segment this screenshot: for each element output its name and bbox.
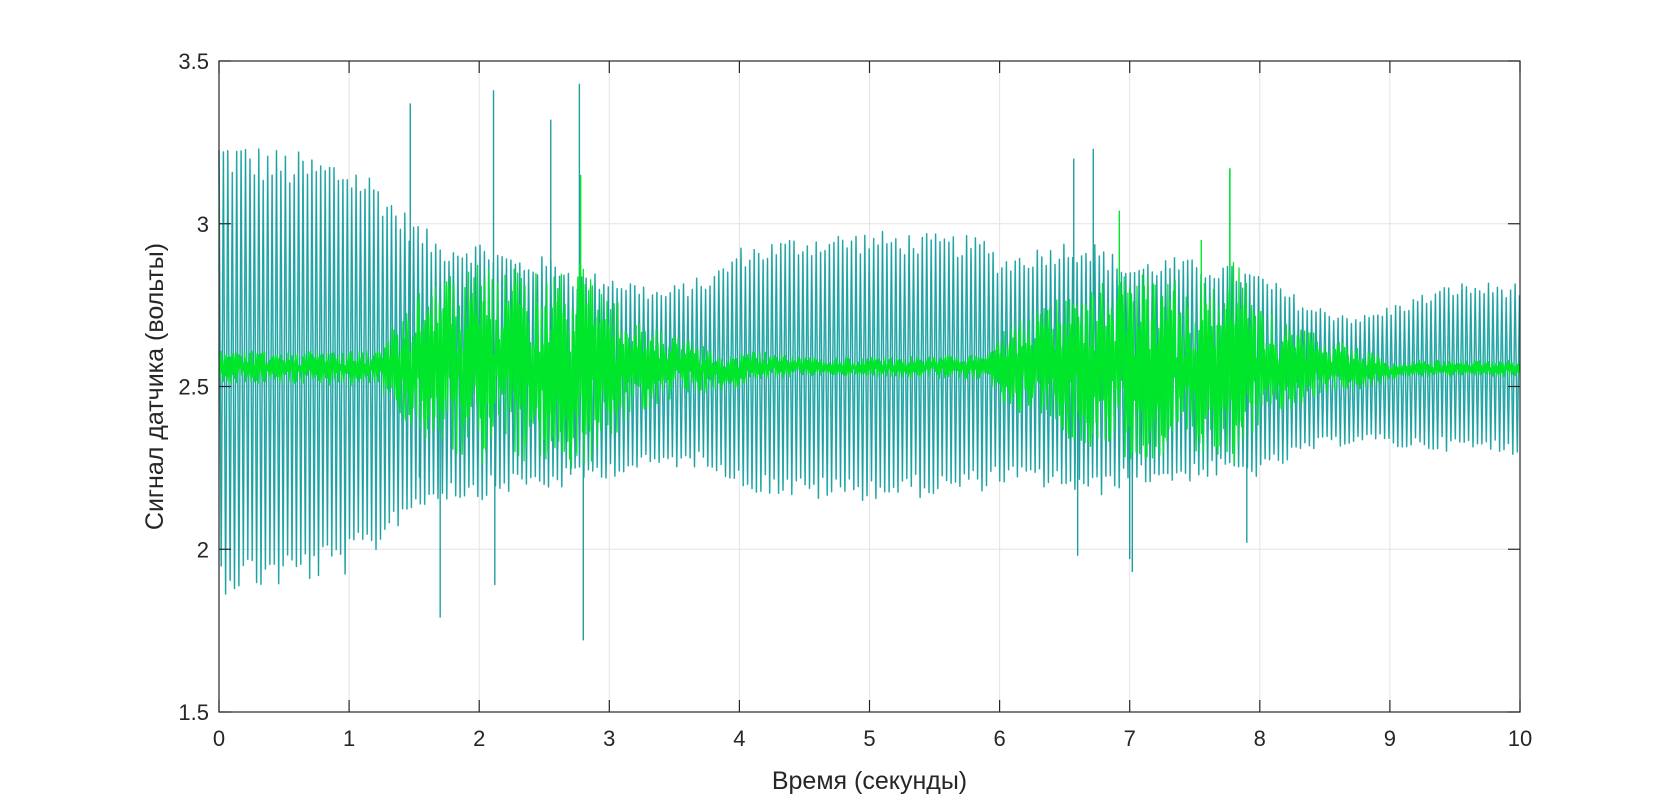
x-tick-labels: 0 1 2 3 4 5 6 7 8 9 10 — [213, 726, 1532, 751]
filtered-signal-trace — [218, 168, 1521, 469]
x-tick-label: 6 — [993, 726, 1005, 751]
y-tick-labels: 1.5 2 2.5 3 3.5 — [178, 49, 209, 725]
x-tick-label: 2 — [473, 726, 485, 751]
series-layer — [218, 83, 1521, 641]
y-tick-label: 2.5 — [178, 375, 209, 400]
filtered-signal-line — [218, 261, 1521, 469]
y-tick-label: 3 — [197, 212, 209, 237]
x-tick-label: 10 — [1508, 726, 1532, 751]
x-tick-label: 8 — [1254, 726, 1266, 751]
y-tick-label: 1.5 — [178, 700, 209, 725]
raw-signal-trace — [218, 83, 1521, 641]
x-tick-label: 0 — [213, 726, 225, 751]
raw-signal-line — [218, 148, 1520, 595]
x-tick-label: 4 — [733, 726, 745, 751]
x-tick-label: 7 — [1124, 726, 1136, 751]
x-tick-label: 5 — [863, 726, 875, 751]
y-tick-label: 2 — [197, 537, 209, 562]
axis-ticks — [218, 60, 1521, 713]
x-tick-label: 1 — [343, 726, 355, 751]
y-tick-label: 3.5 — [178, 49, 209, 74]
y-axis-label: Сигнал датчика (вольты) — [141, 243, 169, 530]
x-tick-label: 3 — [603, 726, 615, 751]
x-tick-label: 9 — [1384, 726, 1396, 751]
x-axis-label: Время (секунды) — [772, 767, 967, 795]
